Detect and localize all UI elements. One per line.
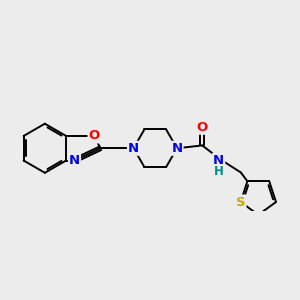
Text: N: N bbox=[171, 142, 183, 155]
Text: N: N bbox=[213, 154, 224, 167]
Text: S: S bbox=[236, 196, 245, 208]
Text: H: H bbox=[214, 165, 224, 178]
Text: O: O bbox=[88, 130, 100, 142]
Text: N: N bbox=[69, 154, 80, 167]
Text: N: N bbox=[128, 142, 139, 155]
Text: O: O bbox=[196, 121, 208, 134]
